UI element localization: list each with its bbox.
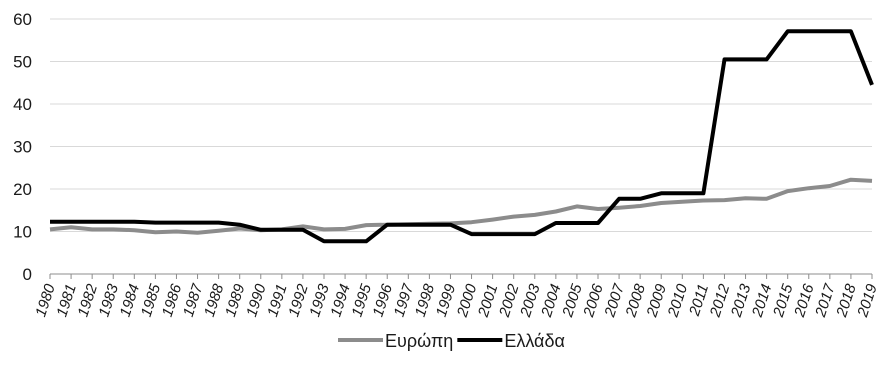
y-tick-label: 50 xyxy=(13,53,32,72)
y-tick-label: 20 xyxy=(13,180,32,199)
legend: Ευρώπη Ελλάδα xyxy=(338,331,565,351)
series-lines xyxy=(49,29,874,244)
y-tick-label: 40 xyxy=(13,95,32,114)
x-axis-ticks: 1980198119821983198419851986198719881989… xyxy=(32,274,881,320)
series-line-0 xyxy=(49,177,873,235)
gridlines xyxy=(50,18,872,232)
legend-label-1: Ελλάδα xyxy=(504,331,565,351)
legend-label-0: Ευρώπη xyxy=(385,331,453,351)
y-tick-label: 30 xyxy=(13,138,32,157)
y-axis-ticks: 0 10 20 30 40 50 60 xyxy=(13,10,32,284)
y-tick-label: 60 xyxy=(13,10,32,29)
y-tick-label: 10 xyxy=(13,223,32,242)
series-line-1 xyxy=(50,29,874,244)
y-tick-label: 0 xyxy=(23,265,32,284)
